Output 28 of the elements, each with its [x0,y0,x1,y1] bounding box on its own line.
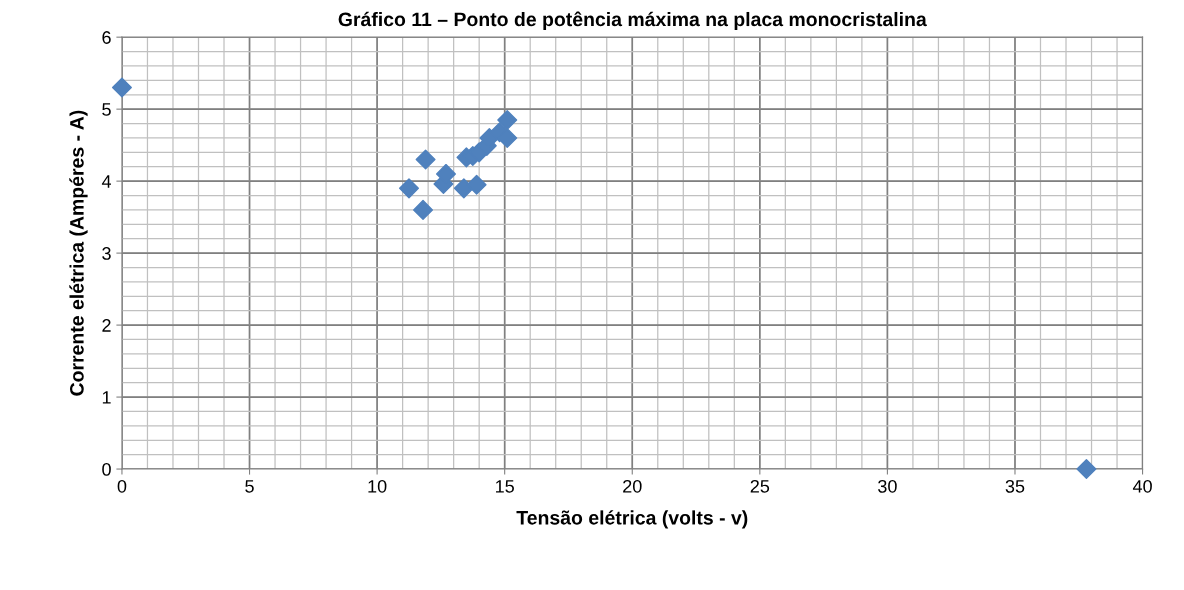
x-tick-label: 25 [750,479,770,493]
y-tick-label: 3 [102,247,111,260]
point [497,109,518,130]
x-axis-title: Tensão elétrica (volts - v) [516,510,748,529]
point [415,149,436,170]
x-tick-label: 20 [623,479,642,493]
x-tick-label: 35 [1005,479,1025,493]
x-tick-label: 15 [496,480,514,493]
point [398,178,420,199]
x-tick-label: 5 [245,480,254,493]
point [1076,459,1097,480]
point [497,127,518,148]
y-tick-label: 1 [102,391,111,404]
y-tick-label: 0 [102,462,111,476]
x-tick-label: 40 [1132,479,1152,493]
y-tick-label: 6 [102,31,111,44]
chart-title: Gráfico 11 – Ponto de potência máxima na placa monocristalina [338,11,927,31]
point [413,199,434,220]
y-tick-label: 5 [102,103,111,116]
x-tick-label: 0 [117,479,127,493]
point [453,178,474,199]
x-tick-label: 30 [878,479,897,493]
point [466,174,487,195]
y-axis-title: Corrente elétrica (Ampéres - A) [69,110,88,396]
x-tick-label: 10 [368,479,387,493]
point [111,77,132,98]
y-tick-label: 2 [102,319,111,332]
y-tick-label: 4 [101,175,112,188]
